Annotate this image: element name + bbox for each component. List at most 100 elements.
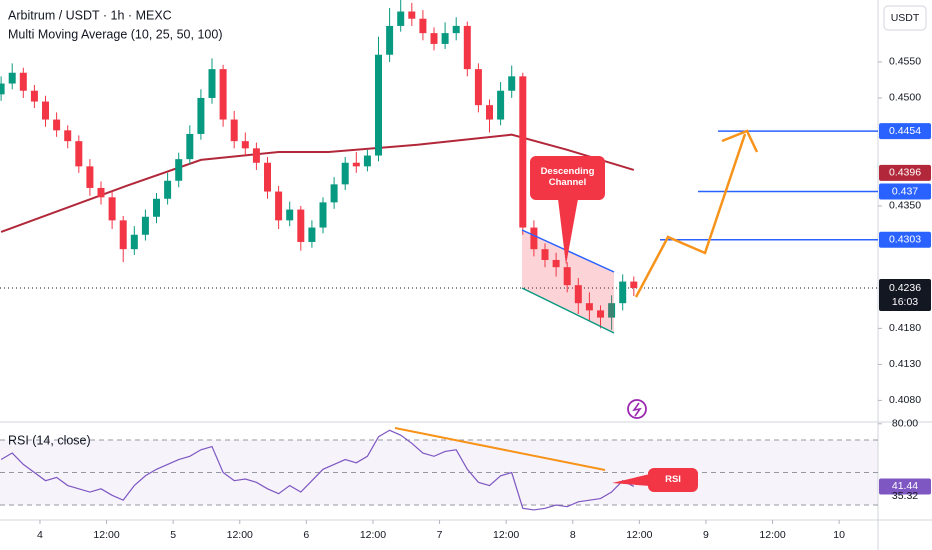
indicator-legend: Multi Moving Average (10, 25, 50, 100) [8,27,222,41]
alert-icon-bolt [632,402,642,417]
rsi-divergence [394,427,606,471]
candle-body [375,54,383,156]
time-tick-label: 4 [37,529,43,541]
moving-average [0,133,635,233]
candle-body [386,25,394,55]
candle-body [275,191,283,221]
candle-body [352,162,360,167]
candle-body [574,285,582,304]
time-tick-label: 5 [170,529,176,541]
candle-body [64,130,72,142]
price-tick-label: 0.4500 [889,92,921,104]
candle-body [486,105,494,120]
alert-icon[interactable] [627,399,647,419]
currency-button[interactable] [883,5,927,31]
time-tick-label: 12:00 [93,529,119,541]
candle-body [441,33,449,44]
time-tick-label: 8 [570,529,576,541]
time-tick-label: 7 [437,529,443,541]
candle-body [597,310,605,318]
candle-body [286,209,294,221]
rsi-tick-label: 80.00 [892,418,918,430]
candle-body [53,119,61,131]
candle-body [497,90,505,120]
callout-text: Descending Channel [540,166,595,188]
last-price-badge [879,279,931,312]
countdown-label: 16:03 [892,296,918,308]
time-tick-label: 12:00 [493,529,519,541]
candle-body [397,11,405,26]
time-tick-label: 9 [703,529,709,541]
price-tick-label: 0.4080 [889,394,921,406]
candle-body [186,133,194,160]
candle-body [8,72,16,84]
candle-body [619,281,627,304]
level-badge [879,123,931,140]
candle-body [175,159,183,181]
candle-body [330,184,338,203]
time-tick-label: 12:00 [360,529,386,541]
rsi-signal-label: 35.32 [892,490,918,502]
candle-body [86,166,94,188]
candle-body [30,90,38,102]
candle-body [319,202,327,228]
candle-body [552,259,560,268]
candle-body [230,119,238,142]
symbol-title: Arbitrum / USDT · 1h · MEXC [8,8,172,22]
candle-body [97,187,105,198]
rsi-band [0,440,878,506]
candle-body [75,141,83,167]
candle-body [408,11,416,19]
candle-body [585,303,593,311]
candle-body [219,69,227,120]
candle-body [19,72,27,91]
candle-body [153,198,161,217]
rsi-line [0,429,635,511]
last-price-label: 0.4236 [889,282,921,294]
candle-body [463,25,471,70]
channel-lower [521,287,615,334]
arrow-head [721,129,759,153]
level-badge [879,231,931,248]
currency-label: USDT [891,12,920,24]
projection-arrow [634,133,747,298]
rsi-callout-pointer [612,474,650,486]
candle-body [474,69,482,106]
candle-body [297,209,305,242]
level-badge-label: 0.4303 [889,234,921,246]
candle-body [264,162,272,192]
candle-body [42,101,50,120]
candle-body [164,180,172,199]
plot-layer [0,0,878,511]
candle-body [530,227,538,250]
candle-body [130,234,138,250]
candle-body [108,197,116,221]
candle-body [341,162,349,185]
level-badge-label: 0.4454 [889,125,921,137]
candle-body [363,155,371,167]
callout-box [530,156,605,200]
candle-body [452,25,460,34]
candle-body [519,76,527,228]
candle-body [430,33,438,44]
candle-body [419,18,427,34]
time-tick-label: 6 [303,529,309,541]
candle-body [608,303,616,318]
time-tick-label: 12:00 [626,529,652,541]
callout-pointer [558,199,578,265]
candle-body [0,83,5,95]
candle-body [508,76,516,91]
candle-body [252,148,260,163]
candle-body [141,216,149,235]
candle-body [563,267,571,286]
rsi-badge [879,478,931,495]
candle-body [197,97,205,134]
rsi-badge-label: 41.44 [892,480,918,492]
price-tick-label: 0.4350 [889,200,921,212]
candle-body [630,281,638,289]
rsi-callout-box [648,468,698,492]
ma-badge-label: 0.4396 [889,167,921,179]
level-badge [879,183,931,200]
